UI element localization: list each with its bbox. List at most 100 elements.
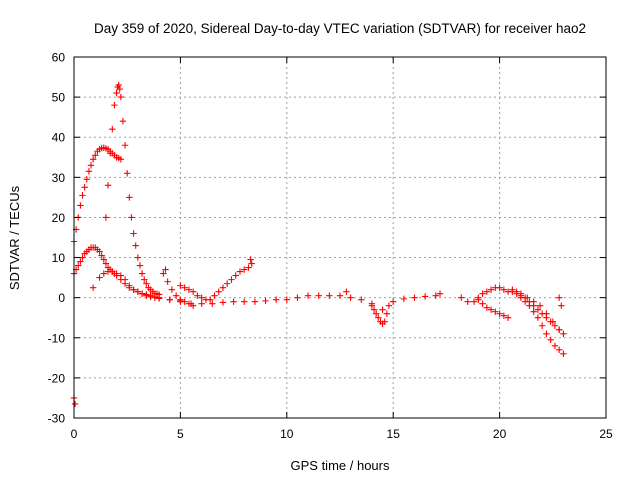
series-arc-11	[517, 290, 567, 337]
data-point	[124, 170, 131, 177]
series-arc-2	[102, 81, 163, 298]
data-point	[117, 156, 125, 163]
data-point	[109, 126, 116, 133]
data-point	[551, 342, 559, 349]
series-arc-4	[96, 268, 439, 313]
x-tick-label: 25	[599, 427, 613, 441]
data-point	[526, 302, 533, 309]
data-point	[194, 292, 201, 299]
data-point	[130, 230, 137, 237]
data-point	[98, 252, 105, 259]
series-arc-7	[368, 302, 393, 327]
data-point	[475, 296, 482, 303]
series-outliers	[70, 256, 565, 408]
data-point	[336, 292, 344, 299]
data-point	[555, 294, 563, 301]
data-point	[151, 293, 159, 301]
data-point	[138, 290, 146, 297]
data-point	[248, 260, 255, 267]
data-point	[198, 300, 205, 307]
series-arc-10	[509, 286, 567, 358]
data-point	[71, 400, 79, 408]
data-point	[236, 268, 244, 275]
data-point	[106, 150, 114, 157]
data-point	[177, 296, 184, 303]
data-point	[283, 296, 290, 303]
data-point	[87, 162, 95, 169]
y-tick-label: 10	[52, 251, 66, 265]
data-point	[185, 286, 193, 293]
data-point	[483, 304, 491, 311]
data-point	[534, 314, 542, 321]
data-point	[89, 156, 97, 163]
data-point	[534, 306, 542, 313]
data-point	[143, 280, 150, 287]
y-tick-label: 30	[52, 171, 66, 185]
data-point	[432, 292, 439, 299]
data-point	[209, 300, 216, 307]
data-point	[551, 322, 559, 329]
data-point	[132, 242, 139, 249]
data-point	[198, 294, 205, 301]
data-point	[102, 214, 110, 221]
data-point	[411, 294, 418, 301]
data-point	[155, 294, 163, 301]
data-point	[464, 298, 471, 305]
data-point	[513, 288, 520, 295]
data-point	[224, 280, 231, 287]
x-tick-label: 20	[493, 427, 507, 441]
data-point	[343, 288, 350, 295]
data-point	[215, 288, 222, 295]
y-tick-label: 0	[58, 291, 65, 305]
data-point	[530, 308, 537, 315]
data-point	[211, 292, 218, 299]
data-point	[83, 176, 90, 183]
data-point	[189, 288, 197, 295]
data-point	[549, 318, 556, 325]
data-point	[555, 346, 563, 354]
series-arc-1	[70, 144, 125, 245]
y-tick-label: 40	[52, 131, 66, 145]
data-point	[166, 296, 173, 303]
data-point	[121, 276, 129, 283]
data-point	[181, 298, 188, 305]
x-axis-title: GPS time / hours	[291, 458, 390, 473]
series-arc-6	[177, 264, 252, 303]
data-point	[219, 284, 227, 291]
data-point	[315, 292, 322, 299]
data-point	[496, 310, 503, 317]
data-point	[487, 286, 495, 293]
y-tick-label: -10	[48, 331, 66, 345]
data-point	[390, 298, 397, 305]
data-point	[381, 318, 388, 325]
x-tick-label: 10	[280, 427, 294, 441]
data-point	[96, 248, 103, 255]
data-point	[121, 142, 129, 149]
data-point	[262, 297, 269, 305]
data-point	[375, 314, 382, 321]
data-point	[241, 298, 248, 305]
grid-lines	[74, 57, 606, 418]
data-point	[368, 302, 376, 309]
data-point	[247, 256, 254, 263]
data-point	[100, 270, 107, 277]
data-point	[372, 310, 380, 317]
data-point	[530, 298, 537, 305]
data-point	[487, 306, 495, 313]
x-tick-label: 5	[177, 427, 184, 441]
data-point	[479, 290, 486, 297]
data-point	[89, 284, 97, 291]
data-point	[560, 350, 567, 358]
data-point	[115, 81, 122, 89]
data-point	[113, 89, 120, 97]
data-point	[436, 290, 444, 297]
data-point	[219, 299, 227, 306]
data-point	[385, 302, 393, 309]
data-point	[168, 286, 176, 293]
y-tick-label: -30	[48, 412, 66, 426]
data-point	[141, 276, 148, 283]
data-point	[77, 202, 84, 209]
data-point	[160, 270, 167, 277]
data-point	[241, 266, 248, 273]
